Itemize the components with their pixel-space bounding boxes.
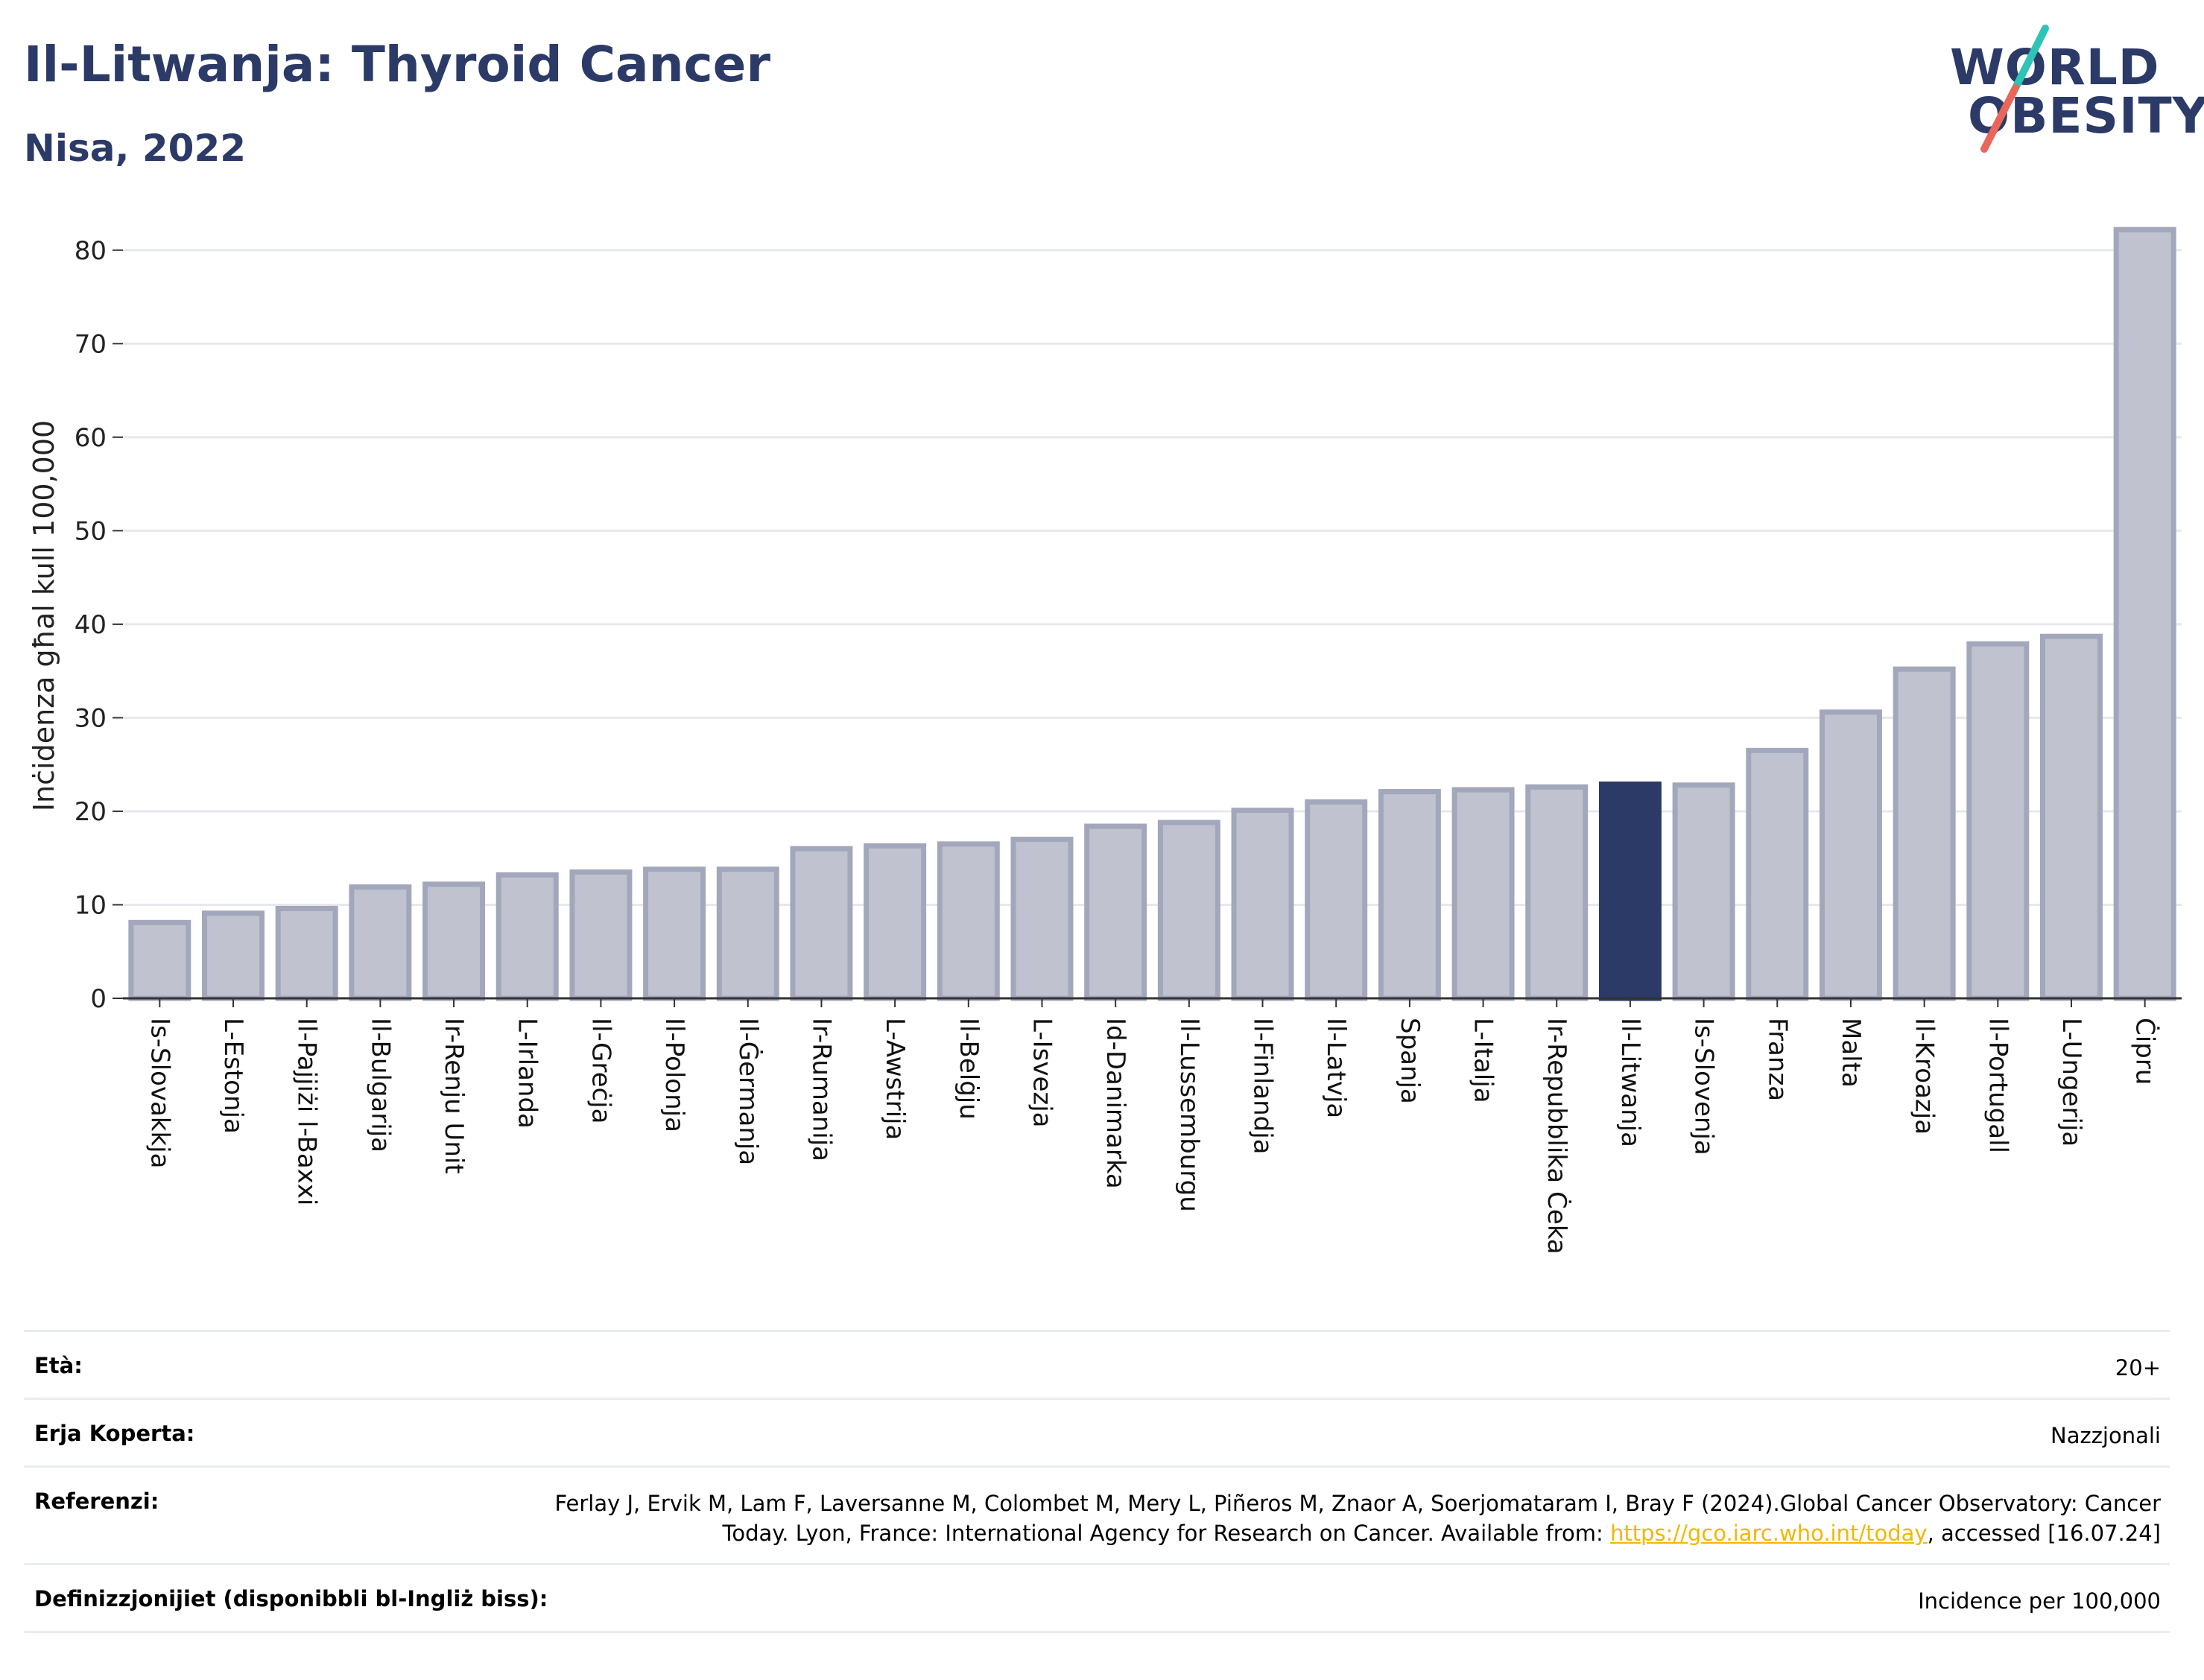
x-tick-label: Il-Ġermanja (733, 1018, 764, 1165)
x-tick-label: L-Italja (1469, 1018, 1498, 1103)
area-row: Erja Koperta: Nazzjonali (24, 1398, 2170, 1465)
bar-4[interactable] (349, 884, 412, 1001)
definitions-label: Definizzjonijiet (disponibbli bl-Ingliż … (34, 1586, 548, 1611)
page-subtitle: Nisa, 2022 (24, 127, 247, 170)
age-row: Età: 20+ (24, 1330, 2170, 1398)
x-tick-label: L-Irlanda (513, 1018, 542, 1129)
bar-25[interactable] (1893, 666, 1956, 1001)
x-tick-label: Il-Bulgarija (365, 1018, 395, 1153)
bar-1[interactable] (128, 919, 191, 1001)
x-tick-label: Il-Belġju (954, 1018, 984, 1120)
x-tick-label: L-Isvezja (1027, 1018, 1057, 1128)
reference-label: Referenzi: (34, 1489, 159, 1514)
area-label: Erja Koperta: (34, 1421, 195, 1446)
x-tick-label: Ċipru (2130, 1018, 2161, 1085)
y-tick-label: 70 (75, 329, 107, 359)
chart-grid (123, 249, 2182, 906)
reference-row: Referenzi: Ferlay J, Ervik M, Lam F, Lav… (24, 1465, 2170, 1563)
info-table: Età: 20+ Erja Koperta: Nazzjonali Refere… (24, 1330, 2170, 1633)
bar-24[interactable] (1819, 709, 1882, 1001)
x-tick-label: Id-Danimarka (1101, 1018, 1130, 1189)
bar-9[interactable] (716, 866, 779, 1001)
bar-19[interactable] (1451, 787, 1515, 1001)
x-tick-label: Is-Slovenja (1689, 1018, 1719, 1156)
x-tick-label: Il-Litwanja (1615, 1018, 1645, 1147)
x-tick-label: Il-Latvja (1321, 1018, 1351, 1118)
area-value: Nazzjonali (2051, 1423, 2161, 1448)
bar-2[interactable] (202, 910, 265, 1001)
reference-link[interactable]: https://gco.iarc.who.int/today (1609, 1521, 1928, 1546)
bar-12[interactable] (937, 841, 1000, 1001)
bar-11[interactable] (864, 843, 927, 1001)
y-tick-label: 60 (75, 423, 107, 453)
reference-value: Ferlay J, Ervik M, Lam F, Laversanne M, … (522, 1489, 2161, 1548)
y-tick-label: 10 (75, 890, 107, 920)
y-tick-label: 30 (75, 703, 107, 733)
x-tick-label: Franza (1762, 1018, 1792, 1101)
reference-text: Ferlay J, Ervik M, Lam F, Laversanne M, … (554, 1491, 2161, 1546)
bar-16[interactable] (1231, 808, 1294, 1001)
bar-26[interactable] (1966, 641, 2030, 1001)
y-tick-label: 50 (75, 516, 107, 546)
y-axis-ticks: 0 10 20 30 40 50 60 70 80 (75, 236, 123, 1014)
x-tick-label: Il-Polonja (659, 1018, 689, 1132)
x-tick-label: Il-Greċja (586, 1018, 615, 1123)
x-tick-label: Spanja (1395, 1018, 1425, 1104)
bar-3[interactable] (275, 905, 338, 1001)
logo-slash-icon (1980, 25, 2049, 153)
bar-8[interactable] (643, 866, 706, 1001)
x-tick-label: Ir-Repubblika Ċeka (1542, 1018, 1572, 1255)
x-tick-label: Malta (1836, 1018, 1866, 1088)
x-axis-ticks: Is-Slovakkja L-Estonja Il-Pajjiżi l-Baxxi I… (145, 998, 2161, 1255)
x-tick-label: Is-Slovakkja (145, 1018, 174, 1168)
y-tick-label: 0 (90, 984, 107, 1014)
x-tick-label: L-Awstrija (880, 1018, 910, 1140)
bar-27[interactable] (2039, 633, 2103, 1001)
bar-14[interactable] (1084, 823, 1147, 1001)
bar-6[interactable] (495, 872, 559, 1001)
bar-23[interactable] (1746, 747, 1809, 1001)
x-tick-label: Ir-Rumanija (806, 1018, 836, 1161)
chart-bars (128, 226, 2176, 1001)
bar-15[interactable] (1157, 820, 1220, 1001)
definitions-value: Incidence per 100,000 (1918, 1588, 2161, 1614)
world-obesity-logo: WORLD OBESITY (1941, 21, 2204, 162)
x-tick-label: Il-Kroazja (1910, 1018, 1939, 1135)
definitions-row: Definizzjonijiet (disponibbli bl-Ingliż … (24, 1563, 2170, 1633)
bar-28[interactable] (2113, 226, 2176, 1001)
y-tick-label: 20 (75, 797, 107, 827)
bar-21[interactable] (1598, 782, 1662, 1001)
bar-10[interactable] (790, 846, 853, 1001)
x-tick-label: Il-Lussemburgu (1174, 1018, 1204, 1212)
logo-line-1: WORLD (1950, 39, 2160, 96)
x-tick-label: Il-Portugall (1983, 1018, 2013, 1153)
bar-13[interactable] (1010, 837, 1074, 1001)
y-axis-label: Inċidenza għal kull 100,000 (28, 420, 60, 811)
x-tick-label: Ir-Renju Unit (439, 1018, 469, 1174)
y-tick-label: 80 (75, 236, 107, 266)
bar-7[interactable] (569, 869, 633, 1001)
age-label: Età: (34, 1353, 83, 1378)
bar-17[interactable] (1305, 799, 1368, 1001)
bar-18[interactable] (1378, 789, 1441, 1001)
x-tick-label: Il-Pajjiżi l-Baxxi (292, 1018, 322, 1205)
age-value: 20+ (2115, 1355, 2161, 1381)
bar-20[interactable] (1525, 784, 1589, 1001)
bar-22[interactable] (1672, 782, 1735, 1001)
bar-5[interactable] (422, 881, 486, 1001)
page-title: Il-Litwanja: Thyroid Cancer (24, 36, 770, 93)
reference-tail: , accessed [16.07.24] (1927, 1521, 2161, 1546)
x-tick-label: L-Ungerija (2056, 1018, 2086, 1147)
x-tick-label: L-Estonja (218, 1018, 248, 1134)
y-tick-label: 40 (75, 610, 107, 640)
x-tick-label: Il-Finlandja (1248, 1018, 1278, 1155)
